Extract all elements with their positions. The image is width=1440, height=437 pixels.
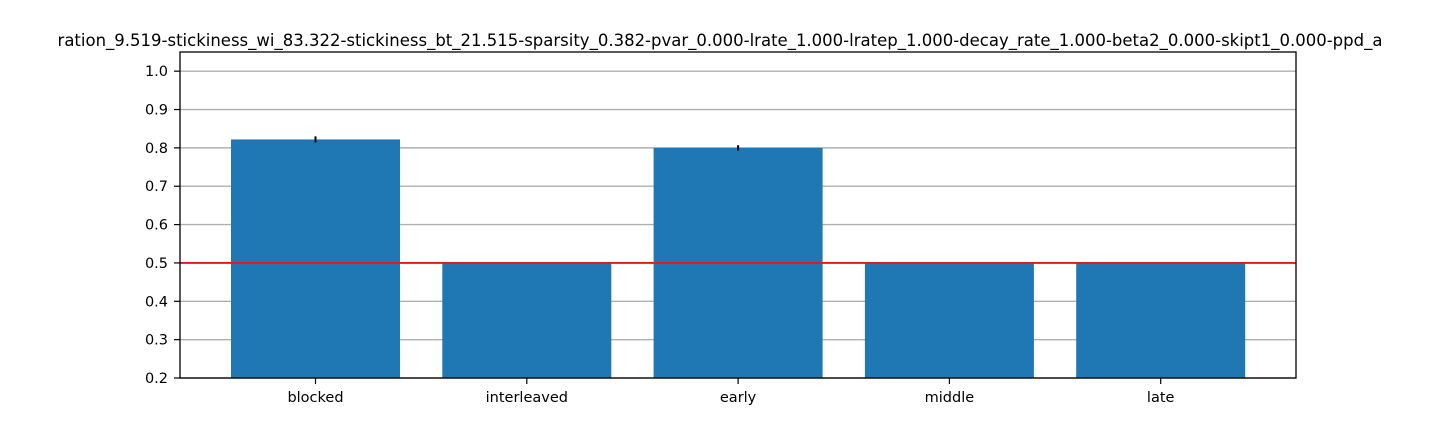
y-tick-label: 0.6 [145,218,168,234]
y-tick-label: 0.3 [145,333,168,349]
bar-interleaved [442,262,612,378]
y-axis-ticks: 0.2 0.3 0.4 0.5 0.6 0.7 0.8 0.9 1.0 [145,64,180,387]
x-tick-label-middle: middle [925,390,975,406]
y-tick-label: 0.8 [145,141,168,157]
x-tick-label-interleaved: interleaved [486,390,568,406]
bar-middle [864,262,1034,378]
bar-late [1076,262,1246,378]
y-tick-label: 0.7 [145,179,168,195]
x-tick-label-blocked: blocked [287,390,343,406]
y-tick-label: 0.9 [145,103,168,119]
y-tick-label: 0.4 [145,294,168,310]
x-tick-label-early: early [720,390,757,406]
y-tick-label: 0.5 [145,256,168,272]
bars [231,139,1246,378]
x-tick-label-late: late [1147,390,1175,406]
x-axis-ticks: blocked interleaved early middle late [287,378,1175,406]
y-tick-label: 1.0 [145,64,168,80]
chart-title: ration_9.519-stickiness_wi_83.322-sticki… [58,31,1383,51]
bar-blocked [231,139,400,378]
y-tick-label: 0.2 [145,371,168,387]
error-bars [314,136,740,151]
